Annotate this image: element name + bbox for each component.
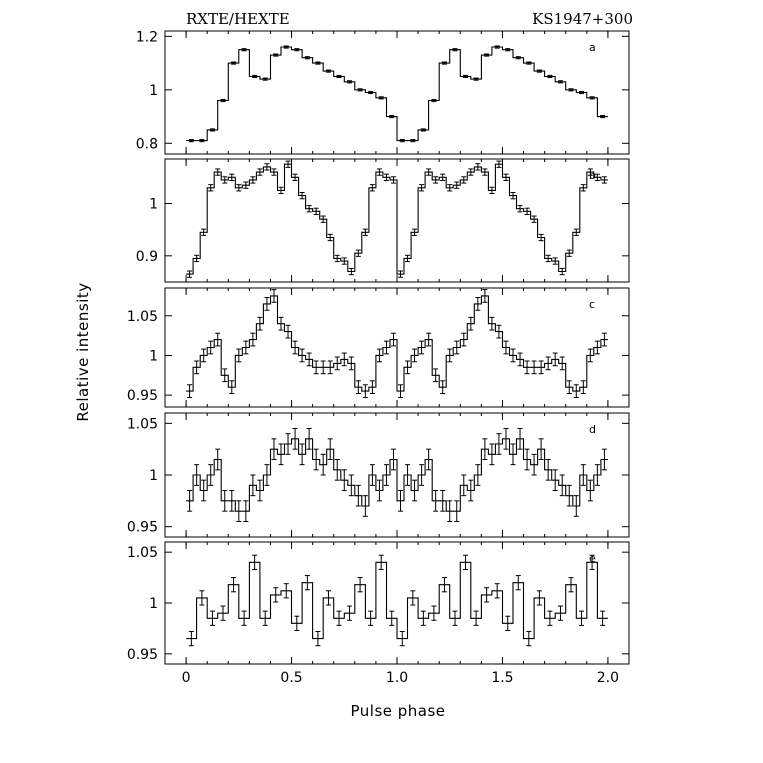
instrument-label: RXTE/HEXTE xyxy=(186,10,290,28)
panel-frame xyxy=(164,541,630,665)
panel-a: 0.8 1 1.2 a xyxy=(136,29,630,155)
x-tick-label: 1.0 xyxy=(386,670,408,686)
pulse-profile-line xyxy=(186,295,608,392)
panel-d: 0.95 1 1.05 d xyxy=(127,412,630,538)
pulse-profile-line xyxy=(186,163,608,275)
y-tick-label: 0.95 xyxy=(127,520,158,536)
x-tick-label: 2.0 xyxy=(597,670,619,686)
x-tick-label: 0 xyxy=(182,670,191,686)
y-tick-label: 1 xyxy=(149,348,158,364)
y-tick-label: 0.95 xyxy=(127,388,158,404)
y-tick-label: 0.8 xyxy=(136,136,158,152)
x-axis-label: Pulse phase xyxy=(350,702,445,720)
y-tick-label: 1.05 xyxy=(127,545,158,561)
y-axis-label: Relative intensity xyxy=(74,282,92,421)
x-tick-label: 0.5 xyxy=(280,670,302,686)
y-tick-label: 1 xyxy=(149,83,158,99)
source-label: KS1947+300 xyxy=(532,10,633,28)
y-tick-label: 1 xyxy=(149,468,158,484)
y-tick-label: 1.05 xyxy=(127,416,158,432)
y-tick-label: 1 xyxy=(149,596,158,612)
y-tick-label: 0.9 xyxy=(136,249,158,265)
panel-c: 0.95 1 1.05 c xyxy=(127,287,630,408)
x-tick-label: 1.5 xyxy=(491,670,513,686)
y-tick-label: 1.05 xyxy=(127,309,158,325)
y-tick-label: 0.95 xyxy=(127,647,158,663)
panel-label: c xyxy=(589,298,595,311)
panel-label: a xyxy=(589,41,596,54)
pulse-profile-line xyxy=(186,46,608,142)
y-tick-label: 1 xyxy=(149,196,158,212)
panel-label: d xyxy=(589,423,596,436)
y-tick-label: 1.2 xyxy=(136,29,158,45)
pulse-profile-line xyxy=(186,561,608,640)
pulse-profile-line xyxy=(186,438,608,512)
panel-b: 0.91b xyxy=(136,158,630,283)
